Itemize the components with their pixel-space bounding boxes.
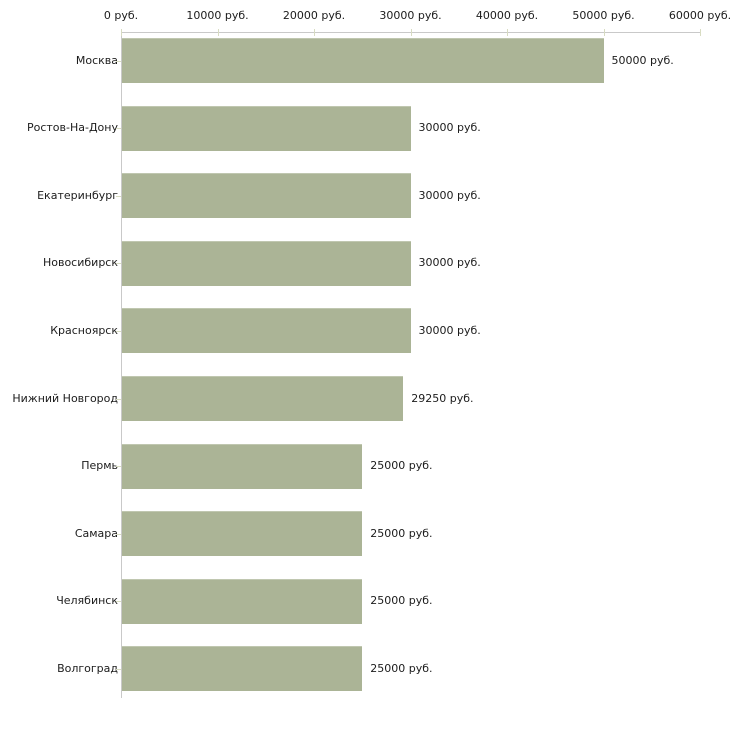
- bar-value-label: 25000 руб.: [370, 661, 433, 675]
- category-label: Волгоград: [57, 661, 118, 675]
- y-axis-tick-mark: [116, 263, 121, 265]
- bar: [122, 38, 604, 83]
- bar: [122, 443, 363, 489]
- bar: [122, 105, 411, 151]
- y-axis-tick-mark: [116, 60, 121, 62]
- bar-value-label: 30000 руб.: [418, 256, 481, 270]
- category-label: Пермь: [81, 459, 118, 473]
- category-label: Челябинск: [56, 594, 118, 608]
- bar: [122, 240, 411, 286]
- y-axis-tick-mark: [116, 533, 121, 535]
- x-axis-tick-label: 40000 руб.: [475, 9, 539, 22]
- category-label: Москва: [75, 53, 118, 67]
- x-axis-tick-label: 10000 руб.: [186, 9, 249, 22]
- bar-value-label: 30000 руб.: [418, 323, 481, 337]
- x-axis-tick-label: 30000 руб.: [379, 9, 442, 22]
- bar-value-label: 25000 руб.: [370, 459, 433, 473]
- bar-value-label: 30000 руб.: [418, 121, 481, 135]
- y-axis-line: [121, 32, 122, 698]
- x-axis-tick-mark: [603, 29, 605, 36]
- category-label: Нижний Новгород: [12, 391, 118, 405]
- x-axis-tick-label: 60000 руб.: [668, 9, 730, 22]
- bar: [122, 646, 363, 692]
- bar: [122, 578, 363, 624]
- x-axis-tick-mark: [121, 29, 122, 36]
- bar: [122, 308, 411, 354]
- x-axis-tick-label: 20000 руб.: [282, 9, 346, 22]
- bar-value-label: 29250 руб.: [411, 391, 474, 405]
- y-axis-tick-mark: [116, 128, 121, 130]
- y-axis-tick-mark: [116, 398, 121, 400]
- x-axis-tick-mark: [507, 29, 508, 36]
- x-axis-tick-mark: [217, 29, 219, 36]
- bar: [122, 376, 404, 421]
- y-axis-tick-mark: [116, 601, 121, 603]
- y-axis-tick-mark: [116, 668, 121, 670]
- x-axis-tick-mark: [314, 29, 315, 36]
- x-axis-tick-label: 0 руб.: [103, 9, 139, 22]
- category-label: Новосибирск: [42, 256, 118, 270]
- category-label: Ростов-На-Дону: [26, 121, 118, 135]
- category-label: Самара: [74, 526, 118, 540]
- x-axis-tick-mark: [700, 29, 701, 36]
- y-axis-tick-mark: [116, 195, 121, 197]
- y-axis-tick-mark: [116, 466, 121, 468]
- x-axis-tick-mark: [410, 29, 412, 36]
- x-axis-tick-label: 50000 руб.: [572, 9, 635, 22]
- category-label: Екатеринбург: [37, 188, 118, 202]
- bar: [122, 511, 363, 557]
- bar-value-label: 25000 руб.: [370, 594, 433, 608]
- category-label: Красноярск: [50, 323, 118, 337]
- bar-value-label: 25000 руб.: [370, 526, 433, 540]
- y-axis-tick-mark: [116, 330, 121, 332]
- bar-value-label: 30000 руб.: [418, 188, 481, 202]
- bar-value-label: 50000 руб.: [611, 53, 674, 67]
- bar: [122, 173, 411, 219]
